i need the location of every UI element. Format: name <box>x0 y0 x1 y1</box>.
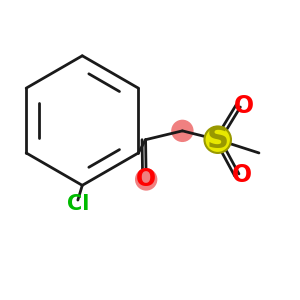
Circle shape <box>135 168 158 190</box>
Text: O: O <box>234 94 254 118</box>
Text: Cl: Cl <box>67 194 89 214</box>
Circle shape <box>171 120 194 142</box>
Circle shape <box>205 126 231 153</box>
Text: S: S <box>207 125 229 154</box>
Text: O: O <box>232 163 252 187</box>
Text: O: O <box>136 167 156 191</box>
